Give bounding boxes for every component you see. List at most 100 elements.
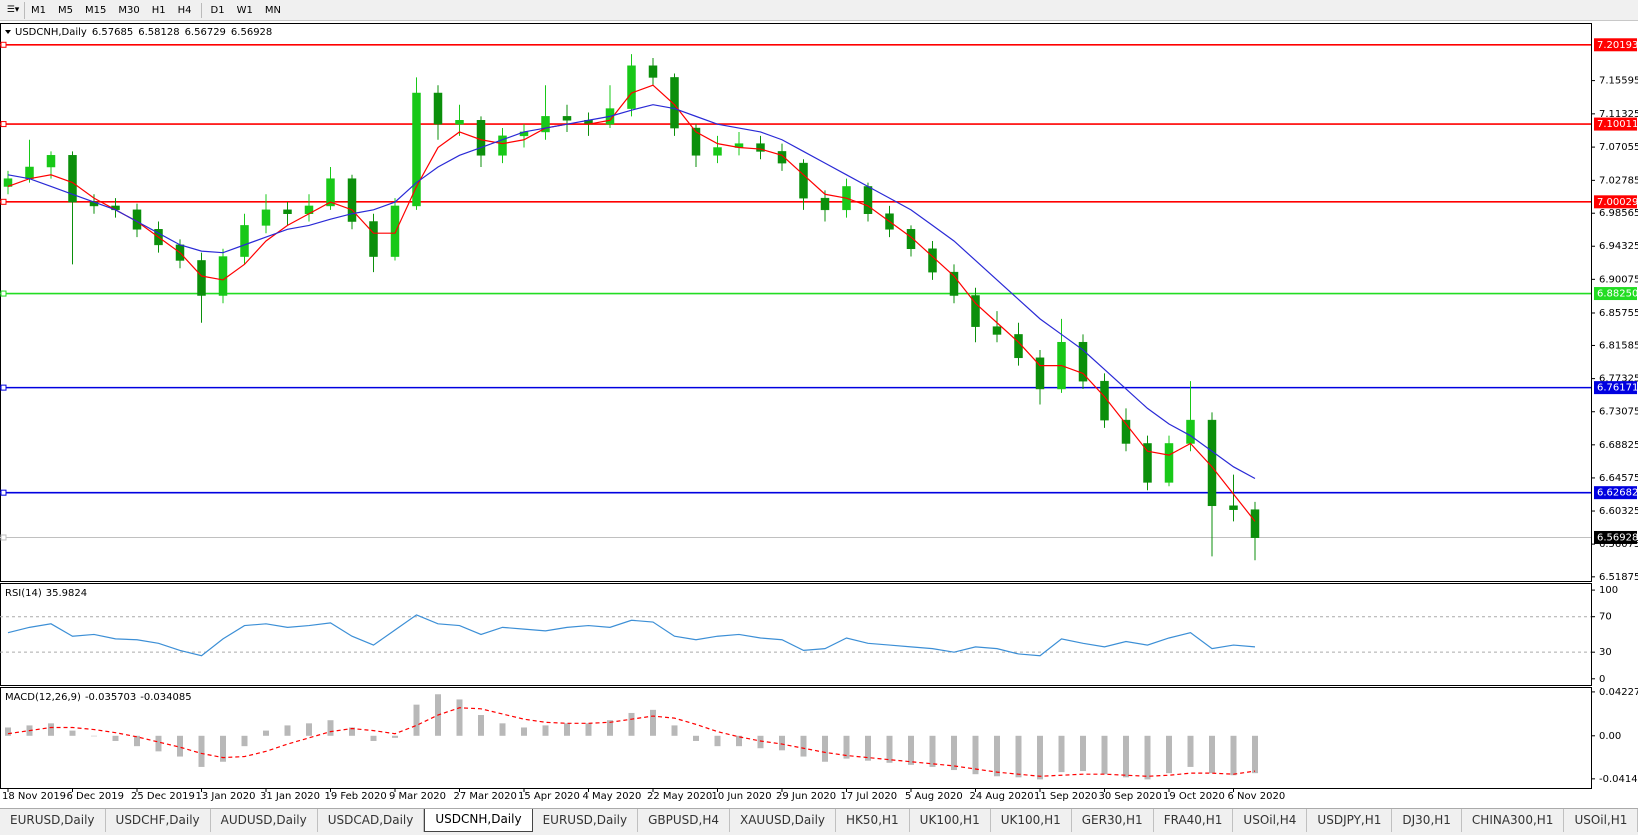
- candle-body: [1164, 443, 1174, 483]
- macd-histogram: [478, 715, 484, 736]
- macd-histogram: [306, 723, 312, 736]
- chart: USDCNH,Daily 6.57685 6.58128 6.56729 6.56928…: [0, 21, 1638, 807]
- candle-body: [713, 147, 722, 156]
- macd-histogram: [1080, 735, 1086, 772]
- toolbar-separator: [200, 2, 202, 18]
- timeframe-button[interactable]: H1: [151, 4, 166, 16]
- candle-body: [197, 260, 206, 296]
- candle-body: [498, 135, 507, 156]
- rsi-name: RSI(14): [5, 588, 42, 599]
- chart-tab[interactable]: USOil,H1: [1564, 809, 1638, 832]
- symbol: USDCNH,Daily: [15, 27, 87, 38]
- timeframe-button[interactable]: MN: [264, 4, 281, 16]
- candle-body: [820, 197, 830, 211]
- toolbar-icon[interactable]: ☰▾: [2, 1, 25, 19]
- chart-tab[interactable]: HK50,H1: [836, 809, 910, 832]
- x-tick-label: 24 Aug 2020: [970, 791, 1034, 802]
- macd-histogram: [886, 735, 893, 763]
- chart-tab[interactable]: USDCNH,Daily: [424, 809, 533, 832]
- macd-histogram: [1101, 735, 1108, 775]
- rsi-tick-label: 30: [1599, 647, 1612, 658]
- y-tick-label: 6.85755: [1599, 308, 1638, 319]
- header-value: 6.58128: [138, 27, 179, 38]
- chart-tab[interactable]: USDJPY,H1: [1307, 809, 1393, 832]
- price-level-marker: [0, 290, 7, 297]
- candle-body: [992, 326, 1002, 335]
- x-tick-label: 31 Jan 2020: [260, 791, 320, 802]
- timeframe-button[interactable]: M1: [31, 4, 46, 16]
- chart-tab[interactable]: UK100,H1: [991, 809, 1072, 832]
- rsi-title: RSI(14) 35.9824: [5, 588, 87, 599]
- chart-tab[interactable]: GBPUSD,H4: [638, 809, 730, 832]
- chart-tab[interactable]: USOil,H4: [1233, 809, 1308, 832]
- candle-body: [1143, 443, 1152, 483]
- macd-histogram: [521, 727, 527, 736]
- timeframe-button[interactable]: D1: [210, 4, 225, 16]
- macd-histogram: [112, 735, 119, 741]
- macd-histogram: [263, 730, 269, 736]
- macd-histogram: [155, 735, 162, 752]
- chart-tab[interactable]: UK100,H1: [910, 809, 991, 832]
- candle-body: [691, 127, 701, 156]
- macd-histogram: [198, 735, 205, 767]
- timeframe-button[interactable]: M30: [118, 4, 140, 16]
- macd-histogram: [736, 735, 742, 747]
- candle-body: [863, 186, 873, 214]
- macd-histogram: [650, 709, 656, 736]
- timeframe-button[interactable]: M5: [58, 4, 73, 16]
- macd-histogram: [757, 735, 764, 749]
- macd-histogram: [91, 735, 97, 737]
- x-tick-label: 10 Jun 2020: [712, 791, 772, 802]
- x-tick-label: 5 Aug 2020: [905, 791, 963, 802]
- chart-tab[interactable]: AUDUSD,Daily: [211, 809, 318, 832]
- candle-body: [670, 77, 679, 129]
- candle-body: [928, 248, 937, 273]
- price-level-marker: [0, 384, 7, 391]
- macd-histogram: [800, 735, 807, 757]
- x-tick-label: 17 Jul 2020: [841, 791, 898, 802]
- price-level-label-bg: [1594, 381, 1637, 395]
- candle-body: [261, 209, 271, 226]
- chart-tab[interactable]: EURUSD,Daily: [533, 809, 639, 832]
- macd-histogram: [370, 735, 377, 741]
- chart-tab[interactable]: FRA40,H1: [1154, 809, 1234, 832]
- macd-histogram: [908, 735, 914, 765]
- chart-tab[interactable]: USDCHF,Daily: [106, 809, 211, 832]
- price-level-label: 7.00029: [1597, 197, 1638, 208]
- y-tick-label: 7.02785: [1599, 175, 1638, 186]
- macd-histogram: [1037, 735, 1043, 780]
- y-tick-label: 6.81585: [1599, 340, 1638, 351]
- x-tick-label: 27 Mar 2020: [454, 791, 517, 802]
- chart-tab[interactable]: XAUUSD,Daily: [730, 809, 837, 832]
- macd-histogram: [413, 704, 420, 736]
- chart-tab[interactable]: GER30,H1: [1072, 809, 1154, 832]
- timeframe-button[interactable]: W1: [236, 4, 253, 16]
- chart-tab[interactable]: CHINA300,H1: [1462, 809, 1565, 832]
- price-level-label: 7.20193: [1597, 40, 1638, 51]
- y-tick-label: 7.15595: [1599, 76, 1638, 87]
- timeframe-button[interactable]: H4: [177, 4, 192, 16]
- macd-histogram: [972, 735, 979, 775]
- candle-body: [648, 65, 658, 78]
- y-tick-label: 6.73075: [1599, 407, 1638, 418]
- macd-histogram: [284, 725, 291, 736]
- panel-frame: [0, 23, 1592, 582]
- y-tick-label: 7.11325: [1599, 109, 1638, 120]
- candle-body: [283, 209, 292, 214]
- candle-body: [218, 256, 228, 296]
- timeframe-button[interactable]: M15: [85, 4, 107, 16]
- candle-body: [1100, 380, 1109, 421]
- x-tick-label: 29 Jun 2020: [776, 791, 836, 802]
- candle-body: [326, 178, 335, 207]
- chart-tab[interactable]: USDCAD,Daily: [318, 809, 425, 832]
- chart-tab[interactable]: EURUSD,Daily: [0, 809, 106, 832]
- chart-tab[interactable]: DJ30,H1: [1392, 809, 1462, 832]
- header-triangle: [5, 30, 11, 34]
- macd-histogram: [714, 735, 721, 747]
- macd-histogram: [865, 735, 871, 761]
- candle-body: [1035, 357, 1045, 390]
- chart-tabs: EURUSD,Daily USDCHF,Daily AUDUSD,Daily USDC…: [0, 808, 1638, 835]
- candle-body: [240, 225, 249, 257]
- current-price-marker: [0, 534, 7, 541]
- price-level-marker: [0, 41, 7, 48]
